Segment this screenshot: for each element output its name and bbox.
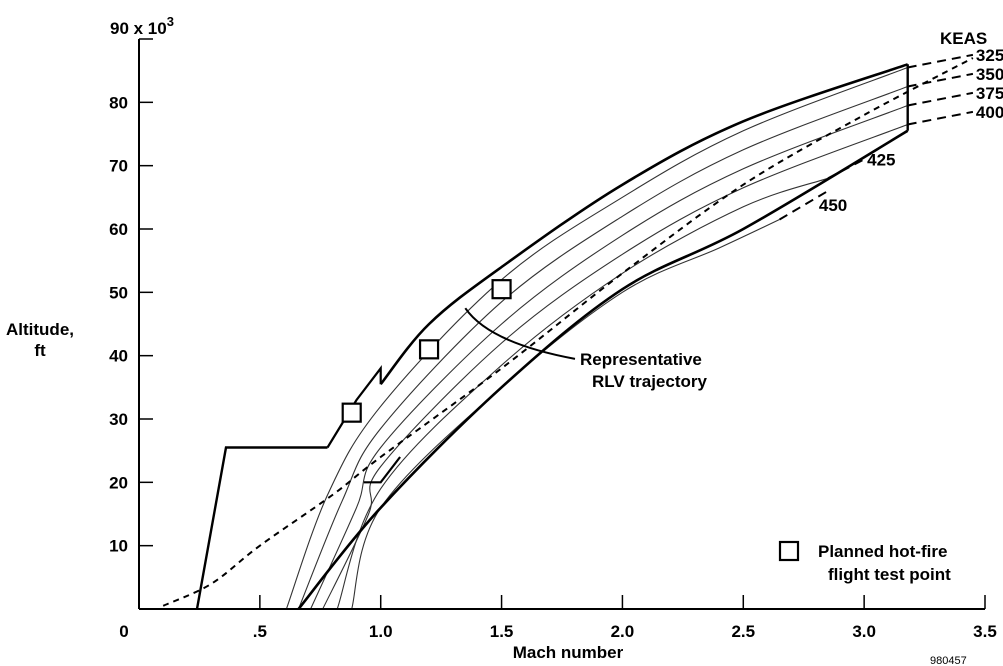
envelope-low-speed: [195, 446, 328, 610]
trajectory-leader-line: [464, 307, 576, 360]
keas-extension-450: [779, 190, 829, 221]
y-tick-label: 10: [109, 537, 128, 556]
y-tick-label: 60: [109, 220, 128, 239]
figure-id: 980457: [930, 655, 967, 666]
y-tick-label: 20: [109, 473, 128, 492]
x-tick-label: 0: [119, 622, 128, 641]
keas-extension-400: [907, 110, 974, 126]
y-axis-label-line2: ft: [34, 341, 46, 360]
keas-line-375: [310, 104, 908, 610]
axes: [138, 38, 986, 610]
keas-label-450: 450: [819, 196, 847, 215]
x-tick-label: 3.0: [852, 622, 876, 641]
keas-extension-325: [907, 53, 974, 69]
keas-label-350: 350: [976, 65, 1003, 84]
keas-header: KEAS: [940, 29, 987, 48]
y-axis-top-label: 90 x 103: [110, 14, 174, 38]
envelope-upper-low: [326, 365, 382, 449]
y-tick-label: 30: [109, 410, 128, 429]
keas-label-375: 375: [976, 84, 1003, 103]
x-tick-label: 3.5: [973, 622, 997, 641]
envelope-lower: [297, 129, 909, 610]
test-point-3: [491, 279, 512, 300]
trajectory-annotation-line1: Representative: [580, 350, 702, 369]
keas-label-325: 325: [976, 46, 1003, 65]
keas-label-400: 400: [976, 103, 1003, 122]
keas-extension-350: [907, 72, 974, 88]
data-layer: [162, 53, 974, 610]
rlv-trajectory-line: [162, 57, 974, 607]
y-top-base: 90 x 10: [110, 19, 167, 38]
trajectory-annotation-line2: RLV trajectory: [592, 372, 707, 391]
y-tick-label: 50: [109, 283, 128, 302]
x-tick-label: 2.5: [731, 622, 755, 641]
keas-extension-375: [907, 91, 974, 107]
y-tick-label: 40: [109, 347, 128, 366]
keas-line-350: [297, 85, 908, 610]
x-tick-label: 1.0: [369, 622, 393, 641]
y-tick-label: 80: [109, 93, 128, 112]
y-axis-label-line1: Altitude,: [6, 320, 74, 339]
x-tick-label: .5: [253, 622, 267, 641]
y-top-exponent: 3: [167, 14, 174, 29]
x-tick-label: 1.5: [490, 622, 514, 641]
legend-text-line1: Planned hot-fire: [818, 542, 947, 561]
legend-marker: [778, 540, 800, 562]
legend-text-line2: flight test point: [828, 565, 951, 584]
test-point-1: [341, 402, 362, 423]
envelope-notch: [363, 456, 401, 484]
keas-label-425: 425: [867, 150, 895, 169]
test-point-2: [418, 339, 440, 360]
x-tick-label: 2.0: [611, 622, 635, 641]
envelope-upper: [379, 63, 909, 386]
keas-line-425: [336, 177, 829, 610]
x-axis-label: Mach number: [513, 643, 624, 662]
y-tick-label: 70: [109, 157, 128, 176]
labels: 90 x 103 Altitude, ft Mach number Repres…: [6, 14, 1003, 666]
keas-line-450: [351, 219, 780, 610]
keas-line-400: [322, 123, 908, 610]
keas-line-325: [285, 66, 908, 610]
